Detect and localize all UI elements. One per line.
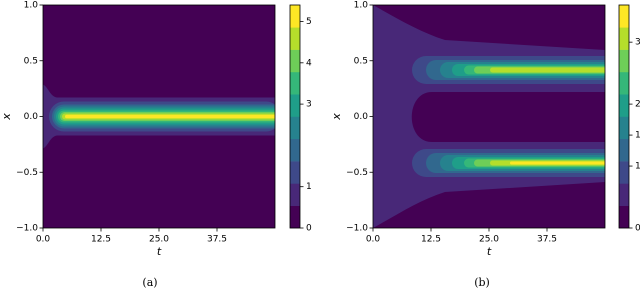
colorbar-tick-label: 4 [306,58,312,68]
colorbar-band [619,161,629,184]
contour-band [65,114,275,119]
colorbar-tick-label: 2 [635,100,640,110]
caption: (b) [474,276,490,289]
plot-area [373,5,605,228]
x-tick-label: 37.5 [537,235,557,245]
colorbar-tick-label: 0 [635,224,640,234]
colorbar-band [619,94,629,117]
colorbar-band [290,94,300,117]
x-tick-label: 0.0 [366,235,381,245]
colorbar-band [290,161,300,184]
colorbar-band [290,183,300,206]
colorbar-frame [289,4,301,229]
caption: (a) [142,276,157,289]
x-axis-label: t [487,245,492,258]
x-tick-label: 25.0 [479,235,499,245]
x-tick-label: 12.5 [91,235,111,245]
colorbar-band [619,116,629,140]
colorbar-tick-label: 3 [635,38,640,48]
colorbar-band [619,183,629,206]
colorbar-band [290,71,300,95]
colorbar-band [290,116,300,140]
colorbar-tick-label: 3 [306,100,312,110]
x-tick-label: 37.5 [207,235,227,245]
colorbar-tick-label: 1 [635,162,640,172]
contour-band [490,67,605,73]
colorbar-band [619,49,629,73]
x-tick-label: 25.0 [149,235,169,245]
colorbar-band [619,27,629,50]
plot-area [43,5,275,228]
y-tick-label: −0.5 [16,168,38,178]
colorbar-band [619,138,629,162]
contour-band [510,161,605,165]
y-tick-label: −1.0 [16,224,38,234]
colorbar-band [619,205,629,229]
y-tick-label: 1.0 [24,1,39,11]
colorbar-tick-label: 1 [306,182,312,192]
colorbar-band [290,5,300,28]
colorbar-band [619,5,629,28]
y-tick-label: 0.5 [354,56,368,66]
y-axis-label: x [330,113,343,121]
colorbar-frame [618,4,630,229]
y-tick-label: 1.0 [354,1,369,11]
x-tick-label: 12.5 [421,235,441,245]
y-tick-label: 0.0 [354,112,369,122]
y-axis-label: x [0,113,13,121]
colorbar-tick-label: 5 [306,17,312,27]
y-tick-label: 0.0 [24,112,39,122]
x-tick-label: 0.0 [36,235,51,245]
y-tick-label: 0.5 [24,56,38,66]
colorbar-band [619,71,629,95]
x-axis-label: t [157,245,162,258]
y-tick-label: −0.5 [346,168,368,178]
colorbar-tick-label: 0 [306,224,312,234]
colorbar-band [290,27,300,50]
y-tick-label: −1.0 [346,224,368,234]
contour-band [411,92,605,142]
colorbar-band [290,49,300,73]
colorbar-tick-label: 1 [635,131,640,141]
colorbar-band [290,205,300,229]
colorbar-band [290,138,300,162]
